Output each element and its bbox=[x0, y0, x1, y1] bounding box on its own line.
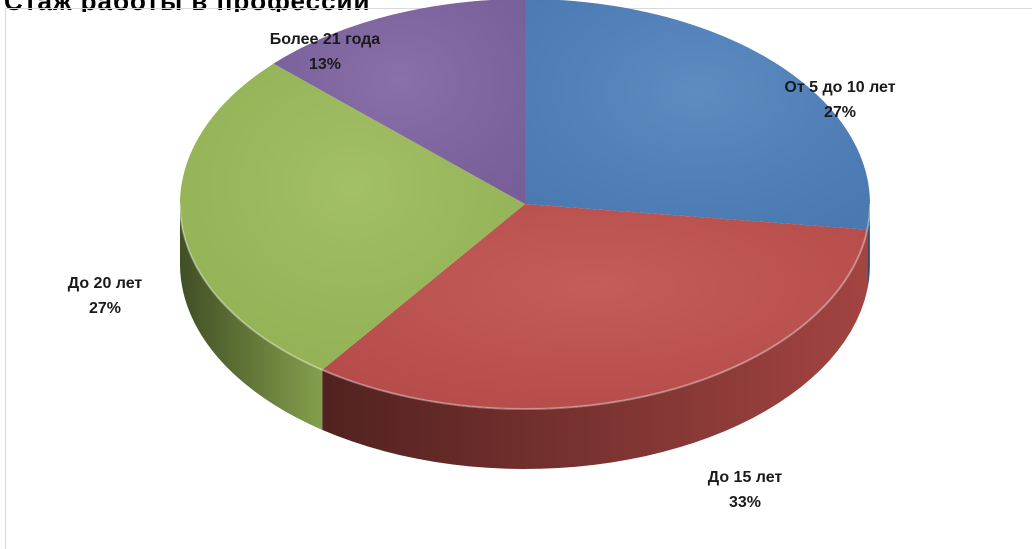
data-label-category-0: От 5 до 10 лет bbox=[784, 79, 895, 96]
data-label-value-0: 27% bbox=[824, 104, 856, 121]
chart-title: Стаж работы в профессии bbox=[4, 0, 371, 12]
data-label-value-1: 33% bbox=[729, 494, 761, 511]
pie-slice-shade-2 bbox=[180, 63, 525, 370]
pie-rim-highlight bbox=[179, 203, 871, 411]
pie-tops bbox=[179, 0, 871, 411]
pie-labels: От 5 до 10 лет 27% До 15 лет 33% До 20 лет 27… bbox=[68, 31, 896, 511]
pie-side-2 bbox=[180, 204, 323, 430]
pie-slice-shade-0 bbox=[525, 0, 870, 230]
data-label-category-1: До 15 лет bbox=[708, 469, 783, 486]
data-label-category-3: Более 21 года bbox=[270, 31, 380, 48]
pie-slice-shade-3 bbox=[273, 0, 525, 204]
pie-side-0 bbox=[867, 204, 870, 290]
pie-slice-shade-1 bbox=[322, 204, 868, 409]
data-label-value-3: 13% bbox=[309, 56, 341, 73]
pie-sides bbox=[180, 204, 870, 469]
data-label-value-2: 27% bbox=[89, 300, 121, 317]
chart-title-strip: Стаж работы в профессии bbox=[0, 0, 1032, 12]
pie-side-1 bbox=[322, 229, 868, 469]
data-label-category-2: До 20 лет bbox=[68, 275, 143, 292]
